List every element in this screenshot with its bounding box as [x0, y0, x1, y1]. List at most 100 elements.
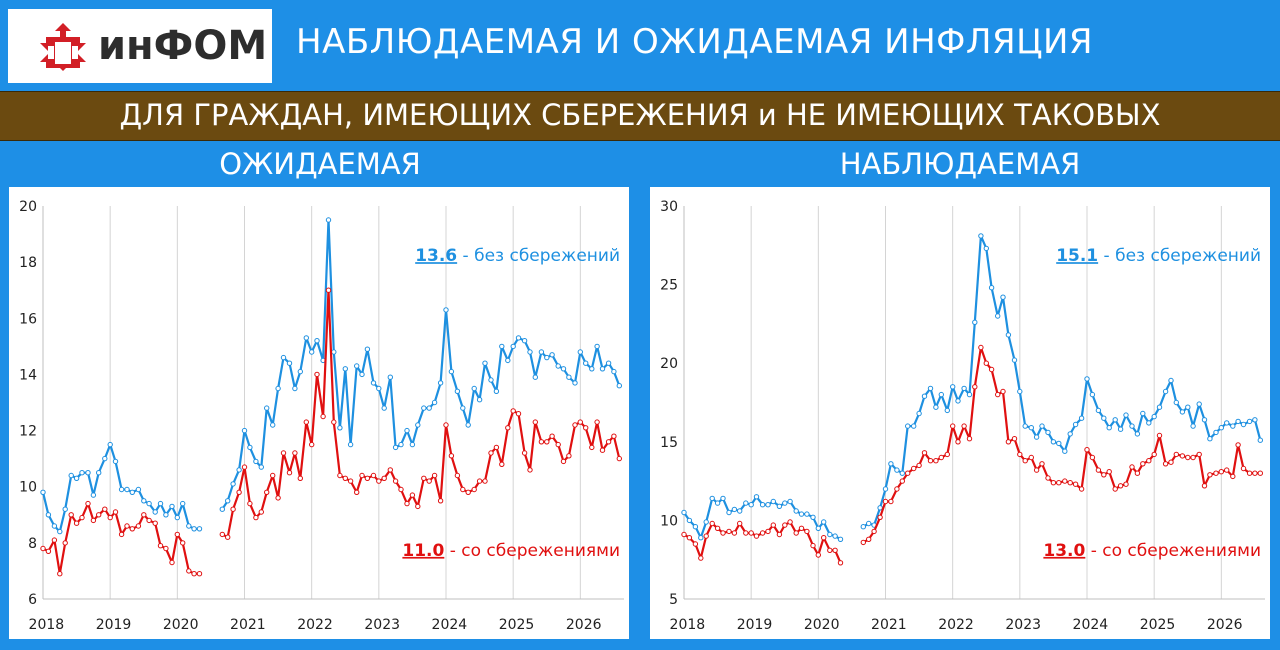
data-point: [331, 349, 337, 355]
data-point: [1078, 415, 1085, 421]
data-point: [141, 498, 147, 504]
data-point: [437, 498, 444, 504]
data-point: [888, 498, 894, 505]
data-point: [821, 519, 827, 525]
data-point: [911, 465, 917, 472]
data-point: [911, 423, 917, 429]
data-point: [515, 411, 522, 417]
page-subtitle: ДЛЯ ГРАЖДАН, ИМЕЮЩИХ СБЕРЕЖЕНИЯ и НЕ ИМЕ…: [119, 98, 1161, 132]
data-point: [364, 475, 371, 481]
data-point: [1123, 481, 1129, 487]
data-point: [1095, 467, 1102, 473]
data-point: [765, 502, 771, 508]
data-point: [219, 506, 226, 512]
data-point: [381, 405, 387, 411]
data-point: [465, 422, 471, 428]
data-point: [538, 439, 545, 445]
chart-title-observed: НАБЛЮДАЕМАЯ: [839, 147, 1081, 181]
y-tick-label: 30: [660, 199, 678, 215]
data-point: [219, 531, 226, 538]
data-point: [79, 514, 85, 521]
data-point: [325, 217, 332, 223]
data-point: [933, 404, 939, 410]
data-point: [905, 423, 911, 429]
data-point: [521, 338, 528, 344]
data-point: [1185, 454, 1191, 461]
data-point: [415, 422, 421, 428]
data-point: [866, 536, 872, 542]
data-point: [1246, 418, 1253, 425]
annotation-text: - со сбережениями: [1085, 541, 1261, 561]
data-point: [381, 475, 387, 481]
data-point: [1078, 486, 1085, 492]
x-tick-label: 2023: [1005, 617, 1041, 633]
chart-title-expected: ОЖИДАЕМАЯ: [219, 147, 421, 181]
data-point: [1117, 426, 1124, 432]
data-point: [916, 462, 922, 469]
data-point: [821, 535, 827, 541]
data-point: [376, 478, 382, 484]
data-point: [577, 419, 583, 425]
data-point: [538, 349, 545, 355]
data-point: [264, 489, 270, 495]
data-point: [1000, 388, 1006, 395]
data-point: [1201, 483, 1208, 489]
data-point: [583, 360, 589, 366]
data-point: [793, 530, 799, 536]
data-point: [1235, 442, 1241, 448]
data-point: [927, 385, 934, 392]
data-point: [342, 475, 348, 481]
data-point: [409, 441, 416, 448]
data-point: [280, 450, 287, 456]
data-point: [1240, 421, 1247, 428]
data-point: [169, 503, 175, 510]
data-point: [698, 555, 704, 561]
data-point: [782, 500, 788, 506]
data-point: [448, 453, 455, 459]
data-point: [938, 454, 944, 461]
data-point: [995, 313, 1001, 319]
data-point: [359, 472, 365, 479]
data-point: [815, 525, 822, 531]
data-point: [1134, 470, 1141, 476]
data-point: [714, 525, 721, 531]
data-point: [398, 486, 404, 493]
annotation-no-savings: 15.1 - без сбережений: [1056, 246, 1261, 266]
data-point: [1190, 423, 1196, 429]
y-tick-label: 14: [19, 367, 37, 383]
x-tick-label: 2025: [499, 617, 535, 633]
data-point: [51, 523, 58, 529]
data-point: [877, 505, 883, 511]
data-point: [337, 425, 343, 431]
data-point: [527, 467, 533, 473]
data-point: [988, 366, 995, 373]
data-point: [1039, 423, 1045, 429]
data-point: [421, 405, 427, 411]
data-point: [1011, 436, 1018, 442]
data-point: [555, 441, 561, 448]
data-point: [765, 528, 771, 535]
data-point: [45, 548, 52, 554]
data-point: [544, 439, 550, 445]
data-point: [882, 498, 889, 505]
y-tick-label: 25: [660, 278, 678, 294]
data-point: [983, 360, 989, 366]
data-point: [392, 444, 399, 451]
data-point: [1112, 486, 1118, 492]
data-point: [186, 568, 192, 574]
data-point: [102, 455, 108, 462]
data-point: [163, 545, 169, 552]
data-point: [505, 357, 511, 364]
data-point: [972, 384, 978, 390]
data-point: [599, 447, 606, 453]
data-point: [191, 526, 197, 532]
data-point: [793, 508, 799, 514]
x-tick-label: 2020: [163, 617, 199, 633]
page-title: НАБЛЮДАЕМАЯ И ОЖИДАЕМАЯ ИНФЛЯЦИЯ: [296, 22, 1094, 62]
data-point: [174, 514, 181, 521]
data-point: [253, 458, 259, 465]
data-point: [510, 408, 516, 414]
data-point: [1257, 437, 1263, 443]
data-point: [759, 530, 766, 536]
data-point: [476, 478, 483, 484]
